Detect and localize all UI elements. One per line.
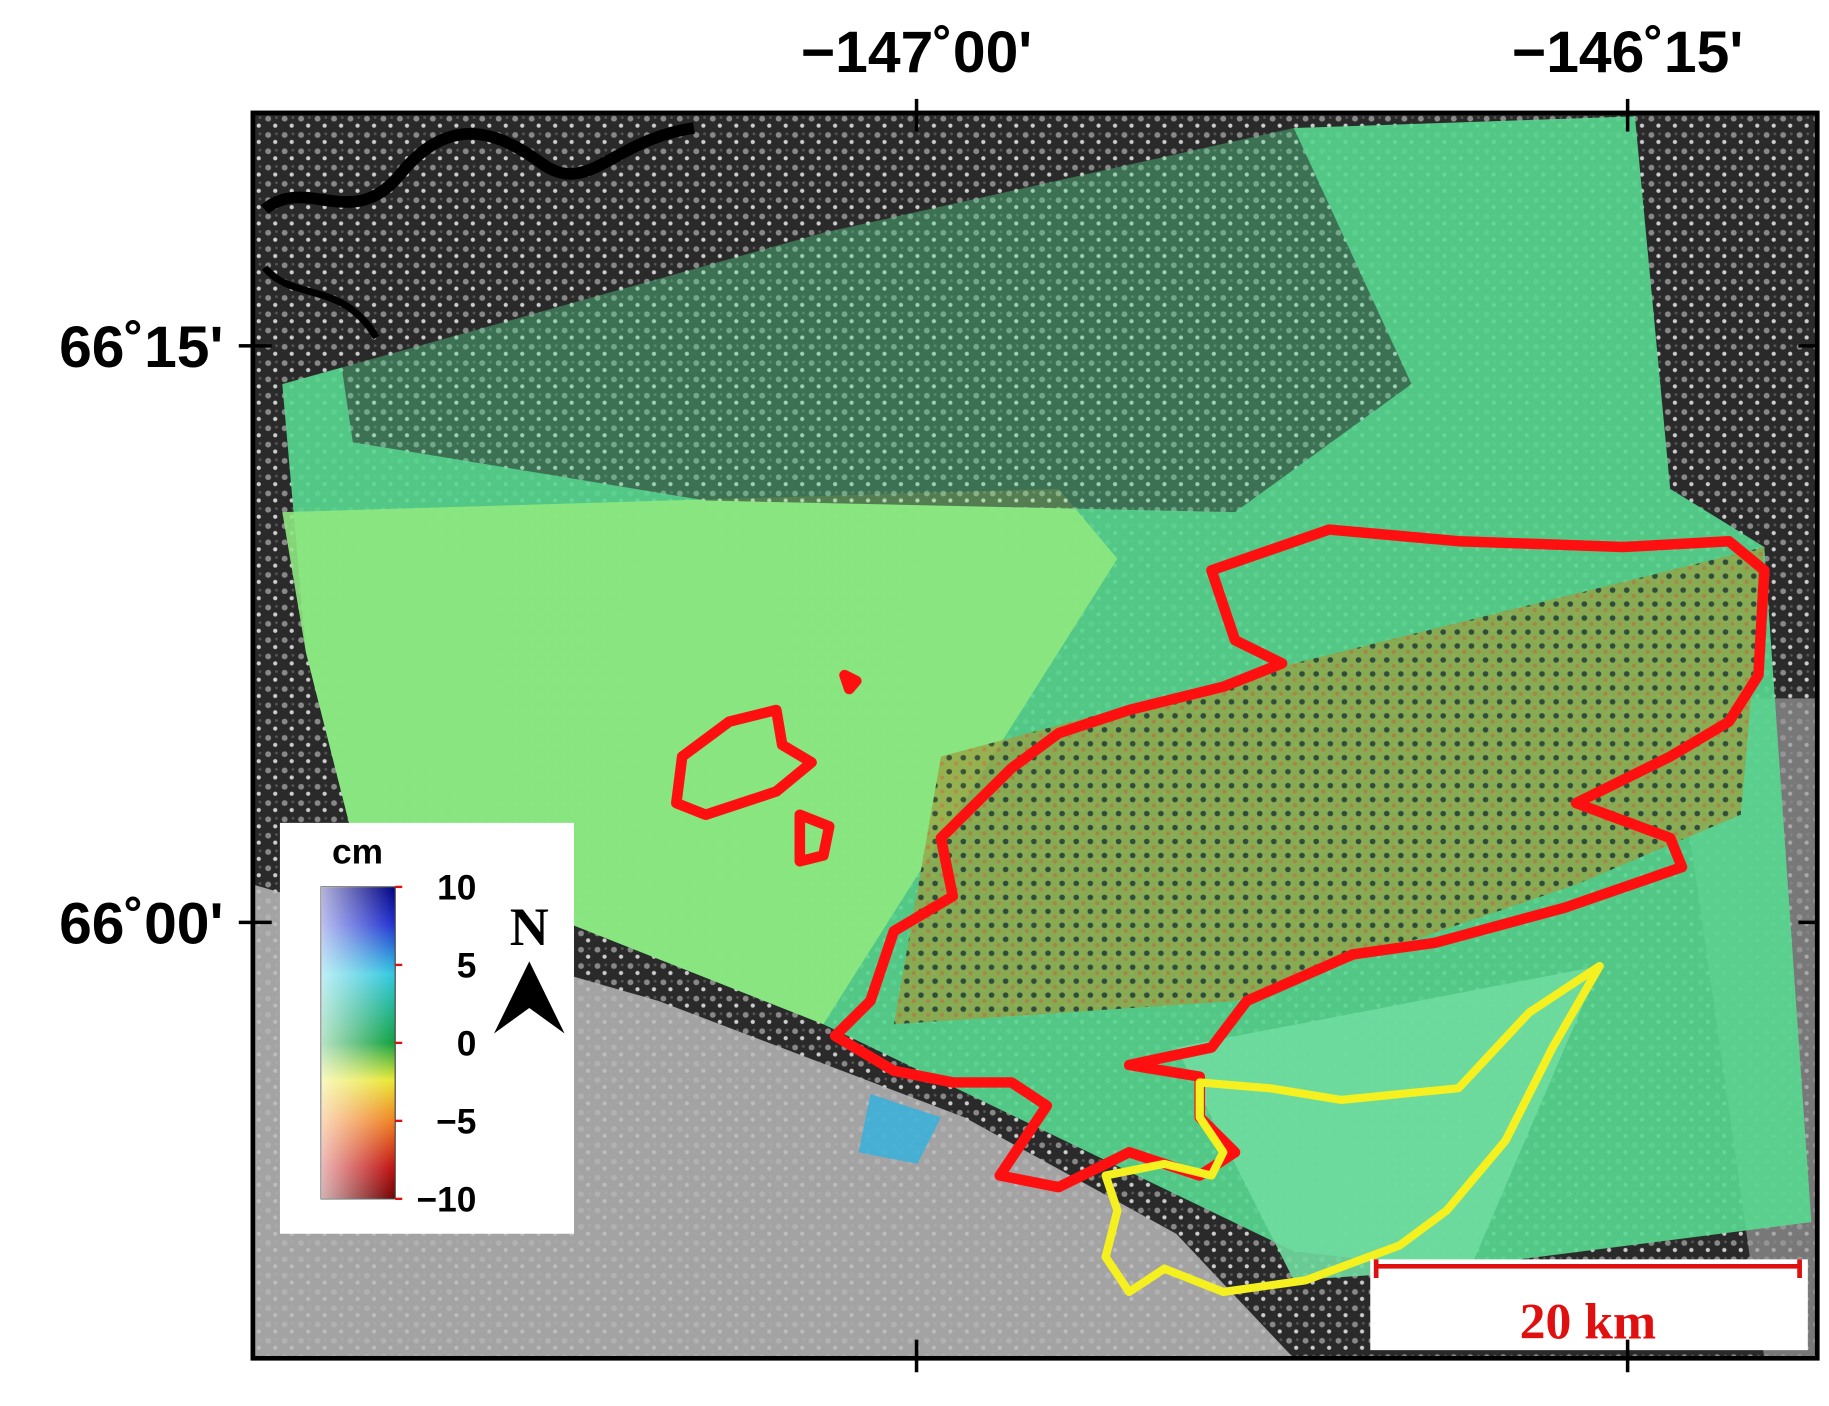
north-label: N: [510, 897, 549, 957]
colorbar-tick-label: 5: [457, 947, 477, 986]
north-arrow: [494, 961, 565, 1034]
colorbar-tick-label: −10: [417, 1181, 477, 1220]
map-image: [252, 112, 1818, 1359]
y-tick-label: 66˚15': [59, 315, 223, 380]
fire-perimeter-red-small: [671, 669, 862, 867]
scale-box: [1370, 1259, 1808, 1351]
fire-perimeter-yellow: [1101, 961, 1604, 1297]
scale-line: [1373, 1259, 1802, 1278]
colorbar-tick-label: −5: [436, 1103, 476, 1142]
map-frame: [250, 110, 1820, 1361]
scale-label: 20 km: [1520, 1294, 1657, 1351]
colorbar-shade: [321, 886, 396, 1199]
y-tick-label: 66˚00': [59, 892, 223, 957]
x-tick-label: −147˚00': [801, 20, 1032, 85]
x-tick-label: −146˚15': [1512, 20, 1743, 85]
colorbar-tick-label: 10: [437, 869, 476, 908]
scale-bar: 20 km: [1370, 1259, 1808, 1350]
colorbar-legend: cm N: [279, 822, 574, 1234]
colorbar-tick-label: 0: [457, 1025, 477, 1064]
colorbar-unit: cm: [332, 833, 383, 872]
